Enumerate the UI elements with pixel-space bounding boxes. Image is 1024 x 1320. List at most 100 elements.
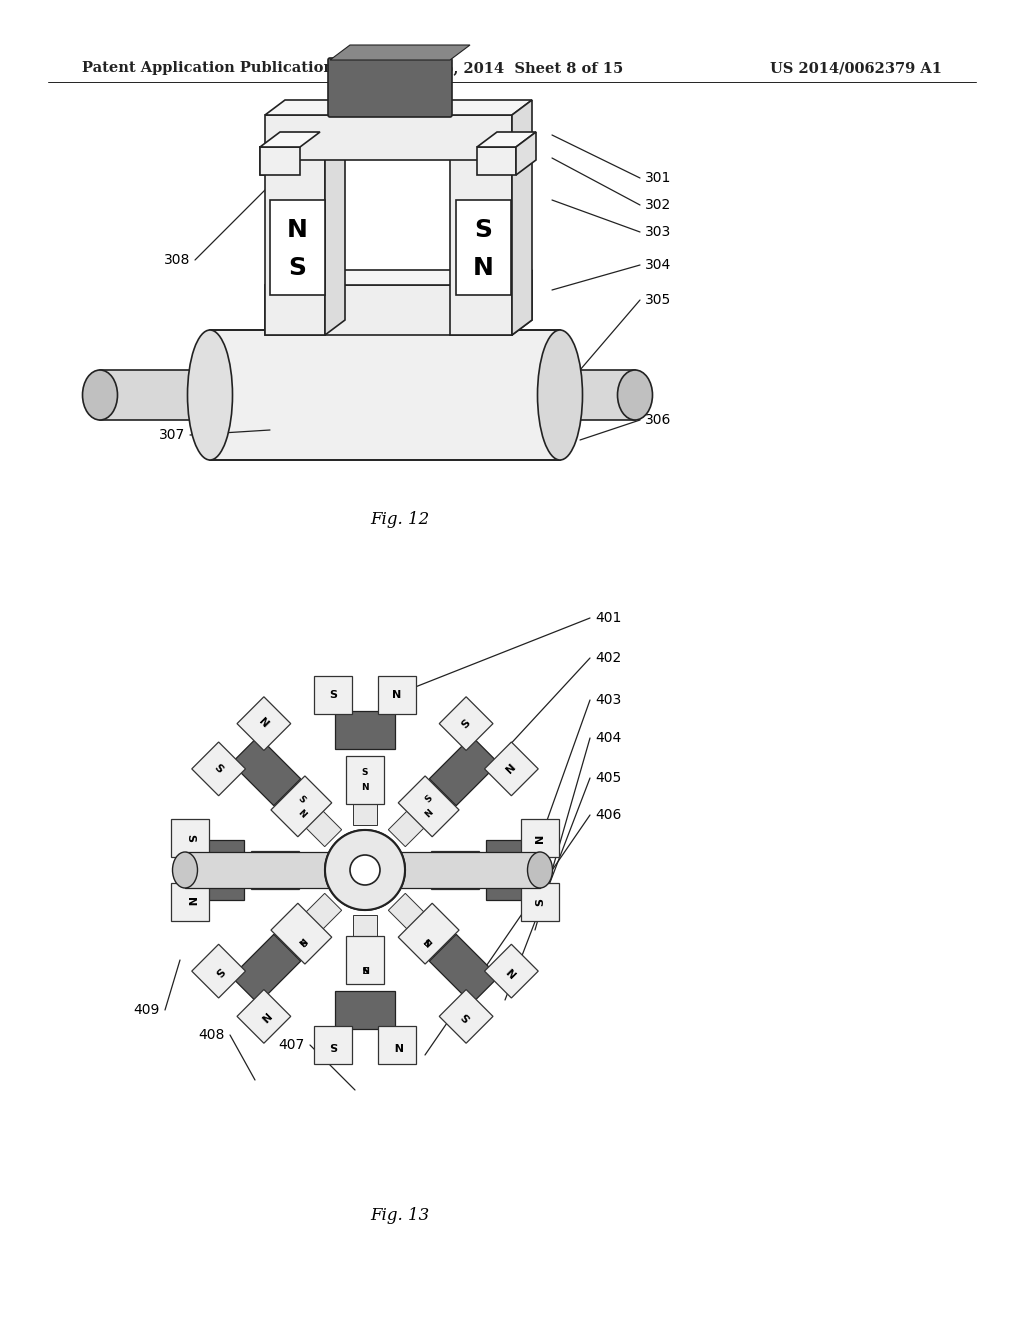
Polygon shape xyxy=(512,271,532,335)
Polygon shape xyxy=(231,737,301,805)
Text: Fig. 13: Fig. 13 xyxy=(371,1206,430,1224)
FancyBboxPatch shape xyxy=(328,58,452,117)
Polygon shape xyxy=(516,132,536,176)
Text: S: S xyxy=(329,1040,337,1049)
Polygon shape xyxy=(477,132,536,147)
Polygon shape xyxy=(486,840,524,900)
Text: N: N xyxy=(392,690,401,700)
Text: S: S xyxy=(329,690,337,700)
Text: S: S xyxy=(361,768,369,777)
Polygon shape xyxy=(251,851,299,888)
Text: N: N xyxy=(287,218,308,243)
Polygon shape xyxy=(388,894,454,960)
Polygon shape xyxy=(191,944,246,998)
Text: Mar. 6, 2014  Sheet 8 of 15: Mar. 6, 2014 Sheet 8 of 15 xyxy=(400,61,624,75)
Text: 305: 305 xyxy=(645,293,672,308)
Text: S: S xyxy=(296,936,307,946)
Ellipse shape xyxy=(538,330,583,459)
Polygon shape xyxy=(237,990,291,1043)
Polygon shape xyxy=(439,990,493,1043)
Polygon shape xyxy=(335,991,395,1030)
Text: 304: 304 xyxy=(645,257,672,272)
Text: S: S xyxy=(296,793,307,805)
Text: N: N xyxy=(361,783,369,792)
Polygon shape xyxy=(398,776,459,837)
Text: 306: 306 xyxy=(645,413,672,426)
Text: N: N xyxy=(257,717,270,730)
Polygon shape xyxy=(171,818,209,857)
Polygon shape xyxy=(346,936,384,983)
Polygon shape xyxy=(335,711,395,748)
Ellipse shape xyxy=(325,830,406,909)
Text: N: N xyxy=(270,859,280,867)
Polygon shape xyxy=(353,915,377,983)
Polygon shape xyxy=(378,676,416,714)
Polygon shape xyxy=(410,858,479,882)
Text: N: N xyxy=(423,935,434,946)
Polygon shape xyxy=(275,894,342,960)
Polygon shape xyxy=(450,140,532,154)
Ellipse shape xyxy=(325,830,406,909)
Polygon shape xyxy=(353,756,377,825)
Ellipse shape xyxy=(617,370,652,420)
Text: N: N xyxy=(185,898,195,907)
Text: 307: 307 xyxy=(159,428,185,442)
Polygon shape xyxy=(265,100,532,115)
Text: S: S xyxy=(185,834,195,842)
Text: S: S xyxy=(460,1010,472,1023)
Polygon shape xyxy=(484,944,539,998)
Polygon shape xyxy=(378,1026,416,1064)
Text: S: S xyxy=(423,793,434,805)
Text: 405: 405 xyxy=(595,771,622,785)
Polygon shape xyxy=(388,781,454,846)
Polygon shape xyxy=(265,154,325,335)
Text: 402: 402 xyxy=(595,651,622,665)
Polygon shape xyxy=(521,883,559,921)
Text: S: S xyxy=(451,874,460,880)
Text: S: S xyxy=(270,874,280,880)
Polygon shape xyxy=(314,676,352,714)
Polygon shape xyxy=(429,935,499,1003)
Ellipse shape xyxy=(350,855,380,884)
Polygon shape xyxy=(477,147,516,176)
Polygon shape xyxy=(271,776,332,837)
Polygon shape xyxy=(265,140,345,154)
Polygon shape xyxy=(260,132,319,147)
Polygon shape xyxy=(270,201,325,294)
Polygon shape xyxy=(210,330,560,459)
Polygon shape xyxy=(191,742,246,796)
Text: S: S xyxy=(361,962,369,972)
Polygon shape xyxy=(171,883,209,921)
Ellipse shape xyxy=(83,370,118,420)
Polygon shape xyxy=(400,851,540,888)
Polygon shape xyxy=(429,737,499,805)
Polygon shape xyxy=(100,370,210,420)
Polygon shape xyxy=(265,115,512,160)
Text: S: S xyxy=(212,965,225,978)
Polygon shape xyxy=(314,1026,352,1064)
Polygon shape xyxy=(484,742,539,796)
Polygon shape xyxy=(206,840,244,900)
Polygon shape xyxy=(265,271,532,285)
Polygon shape xyxy=(450,154,512,335)
Text: N: N xyxy=(451,859,460,867)
Ellipse shape xyxy=(527,851,553,888)
Text: N: N xyxy=(473,256,494,280)
Text: N: N xyxy=(505,762,518,776)
Polygon shape xyxy=(346,756,384,804)
Polygon shape xyxy=(456,201,511,294)
Text: Fig. 12: Fig. 12 xyxy=(371,511,430,528)
Text: 407: 407 xyxy=(279,1038,305,1052)
Text: S: S xyxy=(212,763,225,775)
Text: N: N xyxy=(392,1040,401,1049)
Polygon shape xyxy=(521,818,559,857)
Text: N: N xyxy=(535,833,545,842)
Text: 302: 302 xyxy=(645,198,672,213)
Polygon shape xyxy=(260,147,300,176)
Text: S: S xyxy=(460,717,472,730)
Text: 303: 303 xyxy=(645,224,672,239)
Text: 406: 406 xyxy=(595,808,622,822)
Text: US 2014/0062379 A1: US 2014/0062379 A1 xyxy=(770,61,942,75)
Text: 409: 409 xyxy=(133,1003,160,1016)
Text: 301: 301 xyxy=(645,172,672,185)
